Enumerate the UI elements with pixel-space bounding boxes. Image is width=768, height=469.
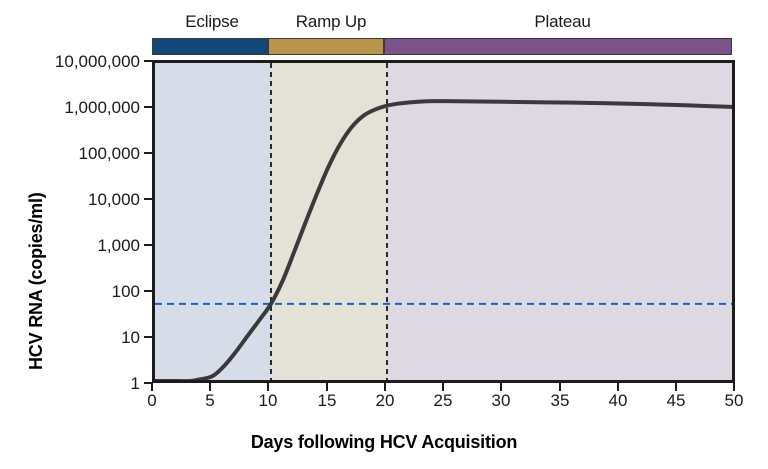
- y-tick-mark: [144, 106, 153, 108]
- x-tick-label-5: 5: [205, 391, 215, 410]
- chart-svg: [155, 63, 732, 380]
- x-tick-mark: [559, 383, 561, 391]
- y-tick-label-10000000: 10,000,000: [54, 52, 140, 71]
- x-tick-mark: [733, 383, 735, 391]
- x-tick-mark: [675, 383, 677, 391]
- y-tick-label-100: 100: [111, 282, 140, 301]
- x-tick-mark: [151, 383, 153, 391]
- plot-area: [152, 60, 735, 383]
- x-tick-mark: [267, 383, 269, 391]
- x-tick-mark: [617, 383, 619, 391]
- x-tick-mark: [500, 383, 502, 391]
- x-tick-label-20: 20: [375, 391, 395, 410]
- phase-bar-plateau: [384, 38, 732, 55]
- x-tick-label-0: 0: [147, 391, 157, 410]
- phase-label-eclipse: Eclipse: [185, 12, 239, 31]
- x-tick-mark: [326, 383, 328, 391]
- x-tick-mark: [209, 383, 211, 391]
- x-tick-mark: [442, 383, 444, 391]
- phase-label-ramp-up: Ramp Up: [295, 12, 367, 31]
- band-ramp-up: [271, 63, 387, 380]
- y-tick-mark: [144, 382, 153, 384]
- y-tick-label-1: 1: [130, 374, 140, 393]
- phase-bar-ramp-up: [268, 38, 384, 55]
- x-tick-label-10: 10: [258, 391, 278, 410]
- x-tick-mark: [384, 383, 386, 391]
- y-tick-label-1000000: 1,000,000: [64, 98, 140, 117]
- y-tick-mark: [144, 336, 153, 338]
- y-tick-label-1000: 1,000: [97, 236, 140, 255]
- y-tick-mark: [144, 290, 153, 292]
- x-tick-label-45: 45: [666, 391, 686, 410]
- y-tick-label-10000: 10,000: [88, 190, 140, 209]
- band-plateau: [387, 63, 732, 380]
- y-tick-mark: [144, 198, 153, 200]
- phase-label-plateau: Plateau: [534, 12, 591, 31]
- x-tick-label-30: 30: [491, 391, 511, 410]
- phase-bar-eclipse: [152, 38, 268, 55]
- y-tick-mark: [144, 60, 153, 62]
- x-axis-title: Days following HCV Acquisition: [250, 432, 518, 452]
- y-tick-mark: [144, 244, 153, 246]
- viral-load-curve: [155, 99, 732, 380]
- x-tick-label-25: 25: [433, 391, 453, 410]
- x-tick-label-15: 15: [317, 391, 337, 410]
- y-tick-mark: [144, 152, 153, 154]
- x-tick-label-35: 35: [550, 391, 570, 410]
- x-tick-label-50: 50: [724, 391, 744, 410]
- x-tick-label-40: 40: [608, 391, 628, 410]
- y-tick-label-10: 10: [121, 328, 140, 347]
- y-tick-label-100000: 100,000: [78, 144, 140, 163]
